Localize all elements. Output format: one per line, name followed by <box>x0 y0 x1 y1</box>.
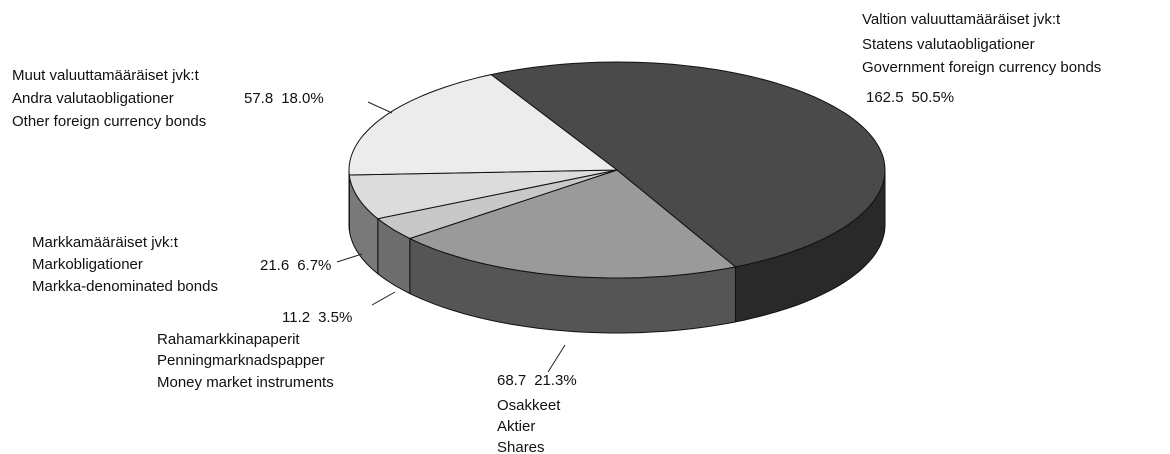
pie-slice <box>376 169 618 240</box>
leader-line <box>336 253 363 263</box>
slice-value-label: 11.2 3.5% <box>282 309 352 326</box>
slice-name: Markkamääräiset jvk:t <box>32 234 179 251</box>
slice-name: Rahamarkkinapaperit <box>157 331 300 348</box>
slice-name: Statens valutaobligationer <box>862 36 1035 53</box>
slice-name: Andra valutaobligationer <box>12 90 174 107</box>
slice-value-label: 21.6 6.7% <box>260 257 331 274</box>
slice-name: Osakkeet <box>497 397 561 414</box>
slice-name: Government foreign currency bonds <box>862 59 1101 76</box>
slice-name: Other foreign currency bonds <box>12 113 206 130</box>
slice-value: 57.8 <box>244 90 273 107</box>
slice-name: Money market instruments <box>157 374 334 391</box>
slice-share: 21.3% <box>534 372 577 389</box>
pie-slice <box>490 61 886 268</box>
slice-value: 162.5 <box>866 89 904 106</box>
slice-value-label: 57.8 18.0% <box>244 90 324 107</box>
pie-slice <box>408 169 737 279</box>
leader-line <box>547 344 566 373</box>
slice-value: 68.7 <box>497 372 526 389</box>
slice-value-label: 162.5 50.5% <box>866 89 954 106</box>
slice-share: 18.0% <box>281 90 324 107</box>
leader-line <box>371 291 396 306</box>
slice-name: Muut valuuttamääräiset jvk:t <box>12 67 200 84</box>
slice-name: Shares <box>497 439 545 454</box>
slice-share: 50.5% <box>912 89 955 106</box>
slice-name: Markka-denominated bonds <box>32 278 218 295</box>
leader-line <box>367 101 393 114</box>
slice-name: Aktier <box>497 418 535 435</box>
slice-share: 3.5% <box>318 309 352 326</box>
slice-name: Valtion valuuttamääräiset jvk:t <box>862 11 1061 28</box>
slice-value-label: 68.7 21.3% <box>497 372 577 389</box>
slice-value: 21.6 <box>260 257 289 274</box>
pie-slice <box>348 169 618 220</box>
pie-slice <box>348 74 619 176</box>
slice-value: 11.2 <box>282 309 310 326</box>
slice-name: Markobligationer <box>32 256 143 273</box>
slice-share: 6.7% <box>297 257 331 274</box>
slice-name: Penningmarknadspapper <box>157 352 325 369</box>
